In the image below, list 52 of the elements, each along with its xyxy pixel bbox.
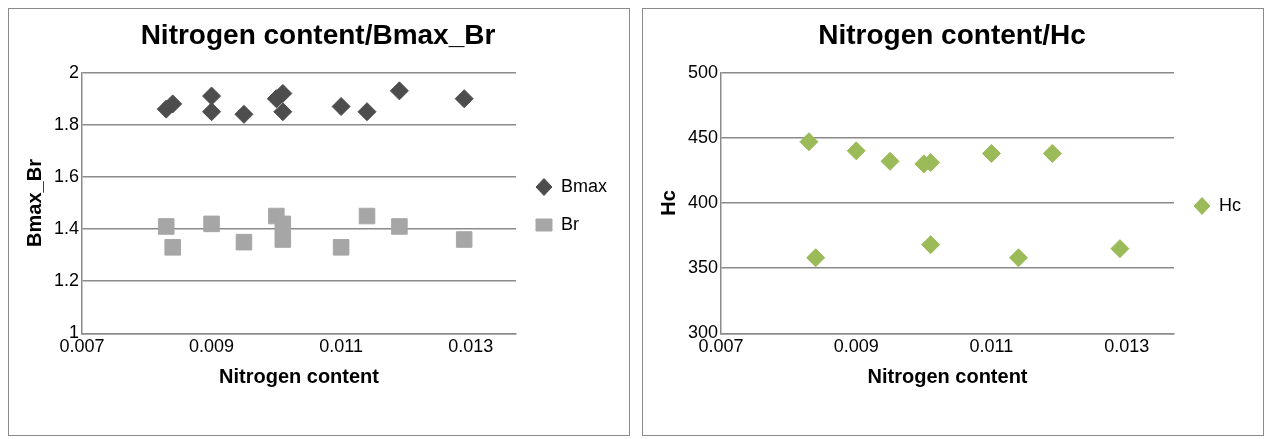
point <box>880 151 900 171</box>
point <box>235 233 253 251</box>
point <box>157 218 175 235</box>
point <box>274 231 292 248</box>
point <box>234 104 254 124</box>
point <box>1009 248 1028 268</box>
point <box>391 218 408 235</box>
point <box>203 215 220 233</box>
x-tick-label: 0.013 <box>1104 336 1150 357</box>
point <box>389 81 409 101</box>
y-tick-label: 1.6 <box>53 165 80 186</box>
point <box>357 102 377 122</box>
y-tick-label: 350 <box>687 257 719 278</box>
legend-label: Br <box>560 213 579 234</box>
point <box>274 215 292 233</box>
y-axis-title: Bmax_Br <box>22 158 45 247</box>
chart-title: Nitrogen content/Bmax_Br <box>140 18 496 50</box>
legend-label: Hc <box>1219 194 1241 215</box>
y-axis-title: Hc <box>656 190 679 216</box>
y-tick-label: 400 <box>687 191 719 212</box>
point <box>454 89 474 109</box>
point <box>273 83 293 103</box>
x-axis-title: Nitrogen content <box>219 364 380 387</box>
x-tick-label: 0.011 <box>969 336 1014 357</box>
y-tick-label: 2 <box>69 61 80 82</box>
point <box>846 141 866 161</box>
x-tick-label: 0.011 <box>319 336 363 357</box>
point <box>806 248 826 268</box>
x-tick-label: 0.009 <box>189 336 235 357</box>
point <box>164 239 181 256</box>
point <box>921 235 941 255</box>
x-tick-label: 0.013 <box>448 336 494 357</box>
x-tick-label: 0.009 <box>833 336 879 357</box>
point <box>981 143 1001 163</box>
y-tick-label: 500 <box>687 61 719 82</box>
point <box>1110 239 1130 259</box>
point <box>273 102 293 122</box>
point <box>358 207 376 225</box>
legend-label: Bmax <box>560 175 607 196</box>
point <box>1042 143 1062 163</box>
point <box>202 102 222 122</box>
y-tick-label: 450 <box>687 126 719 147</box>
chart-title: Nitrogen content/Hc <box>818 18 1086 50</box>
y-tick-label: 1.2 <box>53 270 80 291</box>
x-axis-title: Nitrogen content <box>867 364 1028 387</box>
point <box>331 97 351 116</box>
point <box>455 231 473 248</box>
point <box>799 132 819 152</box>
y-tick-label: 1.4 <box>53 218 80 239</box>
point <box>332 239 350 256</box>
point <box>202 86 222 106</box>
y-tick-label: 1.8 <box>53 113 80 134</box>
